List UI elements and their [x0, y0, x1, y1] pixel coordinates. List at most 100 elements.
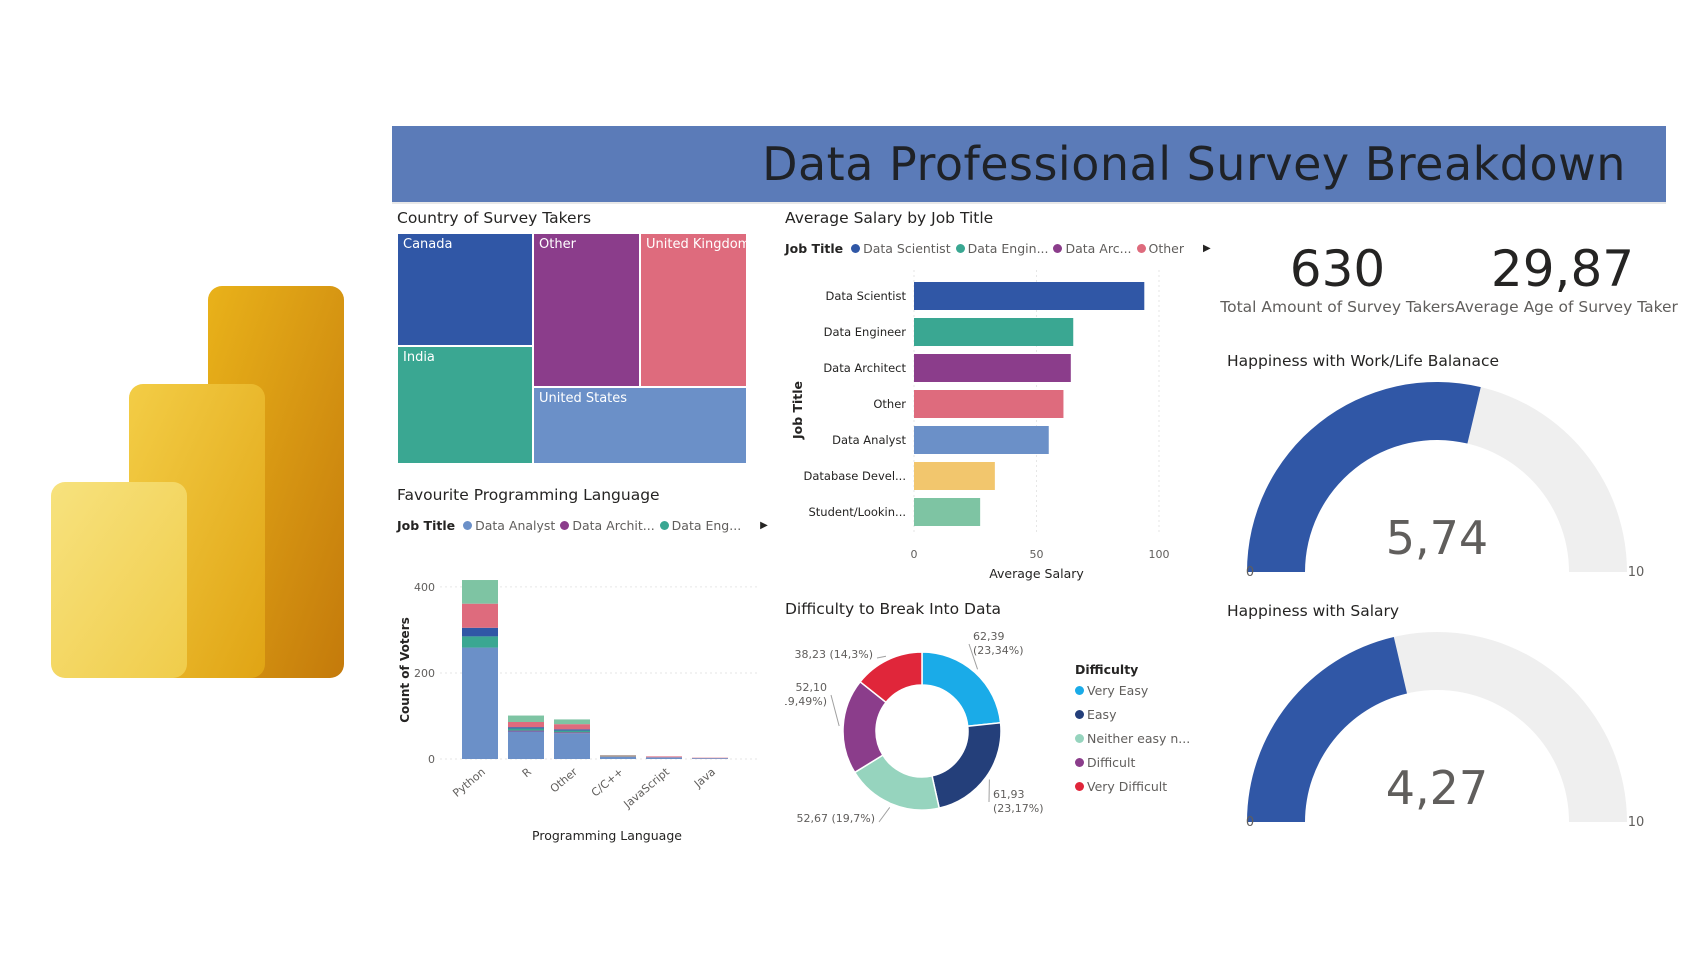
difficulty-legend-item-difficult[interactable]: Difficult — [1075, 755, 1190, 770]
bar-segment-r-4[interactable] — [508, 722, 544, 728]
bar-segment-other-3[interactable] — [554, 729, 590, 731]
salary-chart-title: Average Salary by Job Title — [785, 209, 994, 227]
language-legend-item-data-analyst[interactable]: Data Analyst — [463, 518, 555, 533]
bar-segment-r-5[interactable] — [508, 715, 544, 722]
bar-segment-python-3[interactable] — [462, 627, 498, 637]
data-label-leader — [878, 807, 891, 823]
salary-legend-item-data-engin[interactable]: Data Engin... — [955, 241, 1048, 256]
donut-data-label-percent: (23,34%) — [973, 644, 1024, 657]
bar-segment-r-0[interactable] — [508, 731, 544, 759]
bar-segment-python-2[interactable] — [462, 636, 498, 648]
difficulty-legend-item-neither-easy-n[interactable]: Neither easy n... — [1075, 731, 1190, 746]
donut-slice-very-difficult[interactable] — [859, 651, 923, 704]
gauge-worklife-balance: 5,74 0 10 — [1246, 382, 1645, 580]
bar-segment-c-c-4[interactable] — [600, 755, 636, 757]
treemap-cell-united-states[interactable]: United States — [533, 387, 747, 464]
bar-segment-c-c-0[interactable] — [600, 756, 636, 759]
y-axis-title: Job Title — [790, 381, 805, 440]
bar-segment-python-5[interactable] — [462, 580, 498, 604]
donut-slice-very-easy[interactable] — [921, 651, 1002, 728]
kpi-label: Total Amount of Survey Takers — [1220, 298, 1455, 316]
bar-segment-other-4[interactable] — [554, 724, 590, 730]
language-legend-item-data-eng[interactable]: Data Eng... — [659, 518, 741, 533]
treemap-label: Other — [539, 237, 576, 252]
bar-segment-other-2[interactable] — [554, 730, 590, 733]
kpi-average-age: 29,87 Average Age of Survey Taker — [1455, 240, 1678, 316]
bar-segment-other-5[interactable] — [554, 719, 590, 725]
country-chart-title: Country of Survey Takers — [397, 209, 592, 227]
legend-label: Other — [1148, 241, 1185, 256]
x-axis-title: Programming Language — [532, 828, 682, 843]
salary-legend-next-arrow[interactable]: ▶ — [1203, 243, 1211, 254]
treemap-cell-india[interactable]: India — [397, 346, 533, 464]
bar-segment-python-4[interactable] — [462, 603, 498, 628]
title-banner: Data Professional Survey Breakdown — [392, 126, 1666, 202]
salary-bar-database-devel[interactable] — [914, 462, 995, 490]
difficulty-donut-chart: 62,39(23,34%) 61,93(23,17%) 52,67 (19,7%) 5… — [785, 630, 1044, 825]
bar-segment-other-0[interactable] — [554, 733, 590, 759]
y-tick-label: Data Engineer — [824, 325, 907, 339]
donut-data-label: 38,23 (14,3%) — [794, 648, 873, 661]
legend-dot — [1053, 244, 1063, 253]
bar-segment-r-3[interactable] — [508, 727, 544, 729]
bar-segment-javascript-4[interactable] — [646, 756, 682, 758]
bar-segment-java-0[interactable] — [692, 758, 728, 759]
y-tick-label: 0 — [428, 753, 435, 766]
bar-segment-python-0[interactable] — [462, 647, 498, 759]
donut-slice-easy[interactable] — [931, 721, 1002, 809]
gauge-max-label: 10 — [1628, 565, 1645, 580]
treemap-cell-united-kingdom[interactable]: United Kingdom — [640, 233, 751, 387]
difficulty-legend-item-very-difficult[interactable]: Very Difficult — [1075, 779, 1190, 794]
salary-legend: Job Title Data Scientist Data Engin... Data… — [785, 241, 1211, 256]
salary-bar-other[interactable] — [914, 390, 1064, 418]
gauge-fill — [1247, 382, 1481, 572]
treemap-label: Canada — [403, 237, 453, 252]
x-tick-label: 0 — [911, 548, 918, 561]
gauge-value: 4,27 — [1386, 761, 1488, 815]
kpi-value: 630 — [1289, 240, 1386, 298]
language-legend-item-data-archit[interactable]: Data Archit... — [560, 518, 655, 533]
difficulty-legend-item-easy[interactable]: Easy — [1075, 707, 1190, 722]
bar-segment-r-2[interactable] — [508, 728, 544, 731]
legend-label: Data Arc... — [1065, 241, 1132, 256]
language-legend-next-arrow[interactable]: ▶ — [760, 520, 768, 531]
x-tick-label: JavaScript — [621, 765, 673, 811]
salary-legend-title: Job Title — [785, 241, 844, 256]
salary-bar-data-analyst[interactable] — [914, 426, 1049, 454]
bar-segment-other-1[interactable] — [554, 732, 590, 734]
donut-data-label-percent: (19,49%) — [785, 695, 827, 708]
powerbi-logo-icon — [51, 286, 344, 678]
legend-label: Data Analyst — [475, 518, 556, 533]
salary-bar-student-lookin[interactable] — [914, 498, 981, 526]
salary-bar-data-scientist[interactable] — [914, 282, 1145, 310]
bar-segment-javascript-0[interactable] — [646, 757, 682, 759]
salary-bar-data-architect[interactable] — [914, 354, 1071, 382]
x-tick-label: Other — [548, 765, 581, 795]
gauge-salary-title: Happiness with Salary — [1227, 602, 1400, 620]
y-tick-label: Data Scientist — [826, 289, 907, 303]
legend-label: Data Scientist — [863, 241, 951, 256]
salary-bar-data-engineer[interactable] — [914, 318, 1074, 346]
salary-legend-item-other[interactable]: Other — [1136, 241, 1185, 256]
salary-legend-item-data-scientist[interactable]: Data Scientist — [851, 241, 951, 256]
language-legend: Job Title Data Analyst Data Archit... Data … — [397, 518, 768, 533]
salary-legend-item-data-arc[interactable]: Data Arc... — [1053, 241, 1132, 256]
dashboard-title: Data Professional Survey Breakdown — [762, 137, 1626, 191]
treemap-cell-other[interactable]: Other — [533, 233, 640, 387]
donut-data-label-value: 62,39 — [973, 630, 1005, 643]
salary-bar-chart: 0 50 100 Data Scientist Data Engineer Data Ar… — [790, 270, 1170, 581]
legend-dot — [1075, 686, 1084, 695]
treemap-cell-canada[interactable]: Canada — [397, 233, 533, 346]
bar-segment-r-1[interactable] — [508, 730, 544, 732]
difficulty-legend-item-very-easy[interactable]: Very Easy — [1075, 683, 1190, 698]
legend-dot — [1075, 782, 1084, 791]
difficulty-chart-title: Difficulty to Break Into Data — [785, 600, 1002, 618]
treemap-label: United Kingdom — [646, 237, 751, 252]
x-tick-label: 100 — [1149, 548, 1170, 561]
gauge-min-label: 0 — [1246, 815, 1254, 830]
y-axis-title: Count of Voters — [398, 617, 412, 723]
x-tick-label: Java — [691, 765, 718, 791]
x-tick-label: Python — [450, 765, 488, 799]
legend-dot — [1136, 244, 1146, 253]
gauge-max-label: 10 — [1628, 815, 1645, 830]
